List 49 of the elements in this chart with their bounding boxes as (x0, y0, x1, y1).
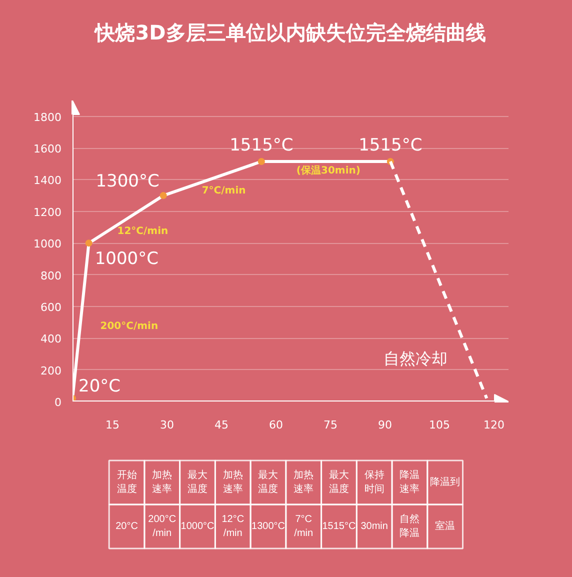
chart-title: 快烧3D多层三单位以内缺失位完全烧结曲线 (93, 20, 486, 44)
x-tick-label: 45 (214, 418, 228, 432)
text: 20°C (116, 521, 138, 532)
annotation: (保温30min) (296, 164, 360, 177)
x-tick-label: 75 (323, 418, 338, 432)
text: 12°C /min (222, 514, 244, 540)
text: 室温 (435, 520, 456, 532)
text: 降温到 (430, 476, 460, 488)
y-tick-label: 1600 (34, 142, 62, 156)
annotation: 200°C/min (100, 320, 158, 332)
text: 最大温度 (328, 468, 349, 496)
x-tick-label: 15 (105, 418, 120, 432)
annotation: 12°C/min (117, 226, 168, 237)
text: 1300°C (252, 521, 285, 532)
text: 加热速率 (222, 468, 243, 496)
y-tick-label: 1200 (34, 206, 62, 219)
text: 开始温度 (116, 470, 137, 496)
data-label: 20°C (78, 376, 121, 396)
x-tick-label: 60 (268, 418, 283, 432)
text: 保持时间 (364, 468, 384, 496)
text: 加热速率 (152, 468, 172, 496)
y-tick-label: 1800 (34, 110, 62, 124)
x-tick-label: 30 (160, 418, 174, 432)
text: 30min (360, 521, 388, 532)
y-tick-label: 800 (40, 269, 62, 282)
x-tick-label: 90 (378, 418, 392, 432)
text: 7°C /min (294, 514, 314, 540)
text: 加热速率 (294, 468, 314, 496)
data-label: 1515°C (358, 135, 422, 156)
text: 自然降温 (400, 512, 420, 540)
y-tick-label: 0 (54, 396, 62, 409)
text: 最大温度 (188, 468, 208, 496)
text: 1000°C (180, 521, 214, 532)
data-label: 1300°C (96, 172, 160, 192)
annotation: 7°C/min (202, 185, 246, 196)
y-tick-label: 200 (40, 364, 62, 378)
text: 降温速率 (400, 468, 420, 496)
x-tick-label: 120 (483, 418, 504, 432)
annotation: 自然冷却 (384, 348, 448, 368)
data-label: 1000°C (94, 249, 158, 270)
y-tick-label: 400 (40, 332, 62, 346)
text: 最大温度 (258, 468, 278, 496)
text: 1515°C (322, 521, 356, 532)
y-tick-label: 600 (40, 300, 62, 314)
data-label: 1515°C (230, 135, 294, 156)
y-tick-label: 1000 (34, 238, 62, 251)
text: 200°C /min (148, 514, 176, 540)
y-tick-label: 1400 (34, 174, 62, 188)
x-tick-label: 105 (428, 418, 450, 432)
